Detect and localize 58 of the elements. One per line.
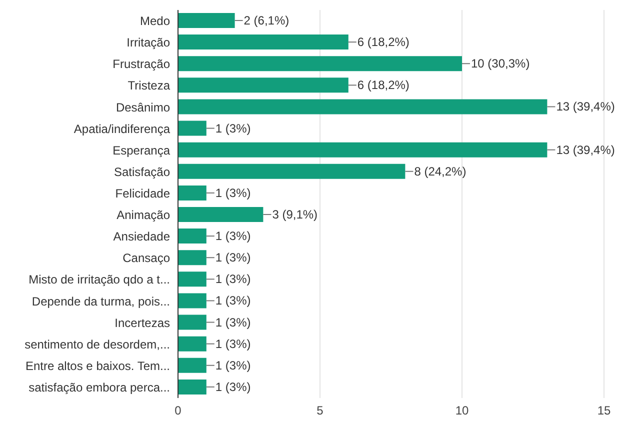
data-label: 13 (39,4%)	[556, 100, 615, 114]
y-tick-label: Tristeza	[128, 78, 170, 93]
data-label: 10 (30,3%)	[471, 56, 530, 71]
data-label: 1 (3%)	[215, 380, 251, 394]
bar	[178, 56, 462, 72]
data-label: 8 (24,2%)	[414, 164, 466, 178]
bar	[178, 34, 348, 50]
data-label: 1 (3%)	[215, 294, 251, 308]
y-tick-label: Esperança	[112, 143, 170, 158]
data-label: 1 (3%)	[215, 272, 251, 286]
y-tick-label: Cansaço	[122, 251, 170, 266]
y-tick-label: Incertezas	[114, 316, 170, 330]
x-tick-label: 15	[597, 404, 611, 418]
y-tick-label: Felicidade	[115, 186, 170, 200]
bar	[178, 207, 264, 222]
data-label: 1 (3%)	[215, 336, 251, 351]
bar	[178, 228, 206, 244]
data-label: 1 (3%)	[215, 229, 251, 244]
bar	[178, 142, 548, 158]
data-label: 2 (6,1%)	[244, 14, 290, 28]
bar	[178, 164, 406, 179]
data-label: 1 (3%)	[215, 315, 251, 330]
bar	[178, 250, 206, 266]
bar	[178, 358, 206, 373]
y-tick-label: Apatia/indiferença	[74, 122, 170, 136]
bar	[178, 293, 206, 308]
data-label: 1 (3%)	[215, 250, 251, 265]
bar	[178, 120, 206, 136]
data-label: 6 (18,2%)	[357, 78, 410, 92]
bar	[178, 13, 235, 28]
bar	[178, 314, 206, 330]
y-tick-label: Depende da turma, pois...	[32, 294, 170, 308]
data-label: 6 (18,2%)	[357, 35, 410, 50]
bar	[178, 78, 348, 93]
y-tick-label: Ansiedade	[113, 230, 170, 244]
data-label: 13 (39,4%)	[556, 142, 615, 157]
y-tick-label: Satisfação	[114, 164, 170, 179]
x-tick-label: 0	[174, 404, 182, 418]
bar	[178, 272, 206, 287]
y-tick-label: Entre altos e baixos. Tem...	[25, 358, 170, 373]
data-label: 1 (3%)	[215, 186, 251, 200]
data-label: 1 (3%)	[215, 121, 251, 136]
y-tick-label: sentimento de desordem,...	[24, 337, 170, 352]
y-tick-label: satisfação embora perca...	[28, 380, 170, 394]
bar	[178, 185, 206, 200]
bar	[178, 99, 548, 114]
y-tick-label: Irritação	[126, 36, 170, 50]
bar	[178, 336, 206, 352]
x-tick-label: 10	[455, 404, 469, 418]
bar	[178, 379, 206, 394]
data-label: 3 (9,1%)	[272, 208, 318, 222]
data-label: 1 (3%)	[215, 358, 251, 372]
y-tick-label: Frustração	[112, 57, 170, 72]
y-tick-label: Medo	[140, 14, 170, 28]
x-tick-label: 5	[316, 404, 324, 418]
y-tick-label: Animação	[116, 208, 170, 222]
y-tick-label: Desânimo	[116, 100, 170, 114]
y-tick-label: Misto de irritação qdo a t...	[28, 272, 170, 287]
